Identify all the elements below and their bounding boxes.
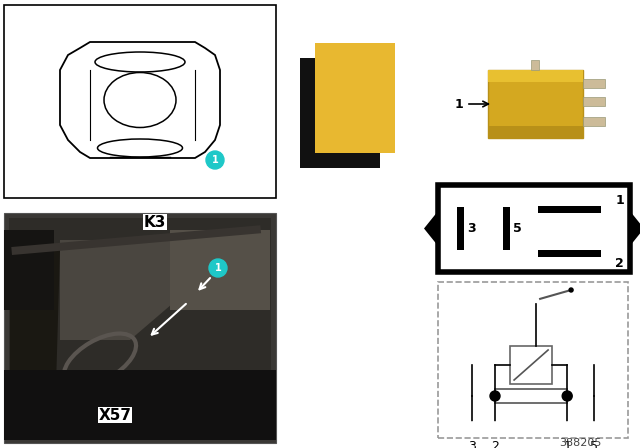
- Bar: [583, 117, 605, 126]
- Circle shape: [468, 422, 476, 430]
- Polygon shape: [60, 42, 220, 158]
- Bar: [488, 70, 583, 82]
- Bar: [495, 389, 567, 403]
- Circle shape: [563, 422, 572, 430]
- Text: 1: 1: [615, 194, 624, 207]
- Text: 1: 1: [212, 155, 218, 165]
- Bar: [4, 370, 276, 440]
- Circle shape: [590, 422, 598, 430]
- Bar: [488, 126, 583, 138]
- Bar: [538, 206, 601, 213]
- Circle shape: [569, 288, 573, 292]
- Text: 2: 2: [615, 257, 624, 270]
- Bar: [583, 97, 605, 106]
- Text: 5: 5: [513, 222, 522, 235]
- Bar: [488, 70, 583, 138]
- Circle shape: [534, 297, 539, 302]
- Bar: [531, 60, 539, 70]
- Bar: [510, 346, 552, 384]
- Bar: [4, 230, 54, 310]
- Circle shape: [562, 391, 572, 401]
- Text: 3: 3: [468, 440, 476, 448]
- Polygon shape: [630, 211, 640, 246]
- Polygon shape: [10, 230, 60, 430]
- Text: 1: 1: [454, 98, 463, 111]
- Text: 1: 1: [214, 263, 221, 273]
- Bar: [438, 185, 630, 272]
- Text: X57: X57: [99, 408, 131, 422]
- Text: 388205: 388205: [559, 438, 601, 448]
- Circle shape: [491, 422, 499, 430]
- Bar: [503, 207, 510, 250]
- Bar: [315, 43, 395, 153]
- Bar: [4, 5, 276, 198]
- Bar: [12, 225, 261, 255]
- Bar: [4, 213, 276, 443]
- Text: 1: 1: [563, 440, 571, 448]
- Text: 3: 3: [467, 222, 476, 235]
- Circle shape: [206, 151, 224, 169]
- Bar: [170, 230, 270, 310]
- Bar: [9, 218, 271, 438]
- Text: K3: K3: [144, 215, 166, 229]
- Text: 5: 5: [590, 440, 598, 448]
- Bar: [457, 207, 464, 250]
- Polygon shape: [424, 211, 438, 246]
- Bar: [583, 79, 605, 88]
- Bar: [538, 250, 601, 257]
- Bar: [438, 282, 628, 438]
- Circle shape: [490, 391, 500, 401]
- Polygon shape: [60, 240, 200, 340]
- Text: 2: 2: [491, 440, 499, 448]
- Circle shape: [209, 259, 227, 277]
- Bar: [300, 58, 380, 168]
